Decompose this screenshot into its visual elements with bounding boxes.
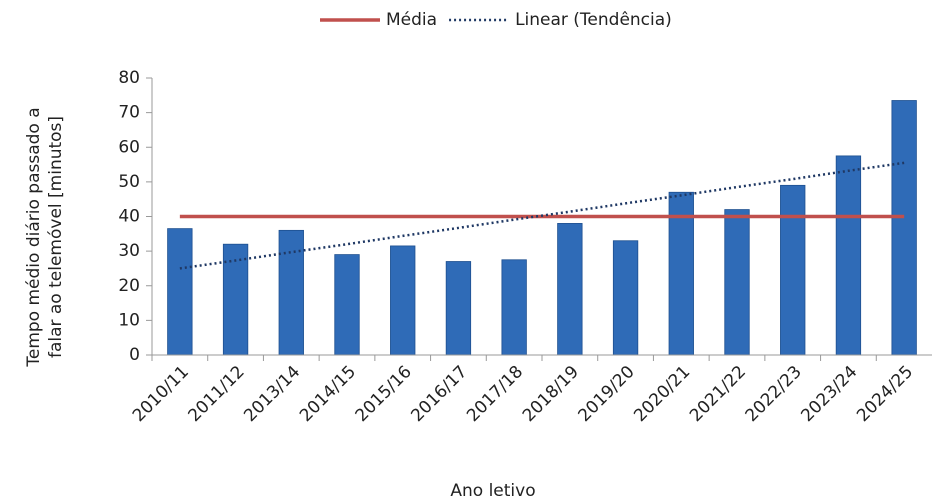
x-tick-label: 2019/20 (575, 362, 639, 426)
legend-label: Média (386, 10, 437, 30)
bar (612, 240, 639, 356)
x-tick-label: 2023/24 (797, 362, 861, 426)
y-tick-label: 40 (118, 207, 140, 227)
x-tick-label: 2014/15 (296, 362, 360, 426)
x-tick-label: 2017/18 (463, 362, 527, 426)
y-axis-title: Tempo médio diário passado a falar ao te… (24, 107, 66, 367)
bar (780, 184, 806, 356)
bar (557, 223, 583, 356)
bar (891, 100, 917, 356)
bar (167, 228, 193, 356)
x-tick-label: 2010/11 (129, 362, 193, 426)
x-tick-label: 2018/19 (519, 362, 583, 426)
bar (724, 209, 750, 356)
x-tick-label: 2020/21 (630, 362, 694, 426)
bar (445, 261, 472, 356)
y-tick-label: 0 (129, 345, 140, 365)
y-tick-label: 10 (118, 310, 140, 330)
x-tick-label: 2016/17 (407, 362, 471, 426)
bar (668, 191, 694, 356)
x-tick-label: 2021/22 (686, 362, 750, 426)
x-tick-label: 2015/16 (352, 362, 416, 426)
y-tick-label: 50 (118, 172, 140, 192)
x-axis-title: Ano letivo (450, 481, 535, 501)
bar (222, 243, 249, 356)
legend-label: Linear (Tendência) (515, 10, 672, 30)
bar (334, 254, 360, 356)
x-tick-label: 2024/25 (853, 362, 917, 426)
line (179, 161, 905, 270)
x-tick-label: 2013/14 (240, 362, 304, 426)
y-tick-label: 70 (118, 103, 140, 123)
bar (835, 155, 862, 356)
x-tick-label: 2022/23 (742, 362, 806, 426)
y-tick-label: 60 (118, 137, 140, 157)
y-tick-label: 80 (118, 68, 140, 88)
y-tick-label: 30 (118, 241, 140, 261)
bar (390, 245, 416, 356)
bar (278, 229, 304, 356)
bar (501, 259, 527, 356)
x-tick-label: 2011/12 (185, 362, 249, 426)
y-tick-label: 20 (118, 276, 140, 296)
